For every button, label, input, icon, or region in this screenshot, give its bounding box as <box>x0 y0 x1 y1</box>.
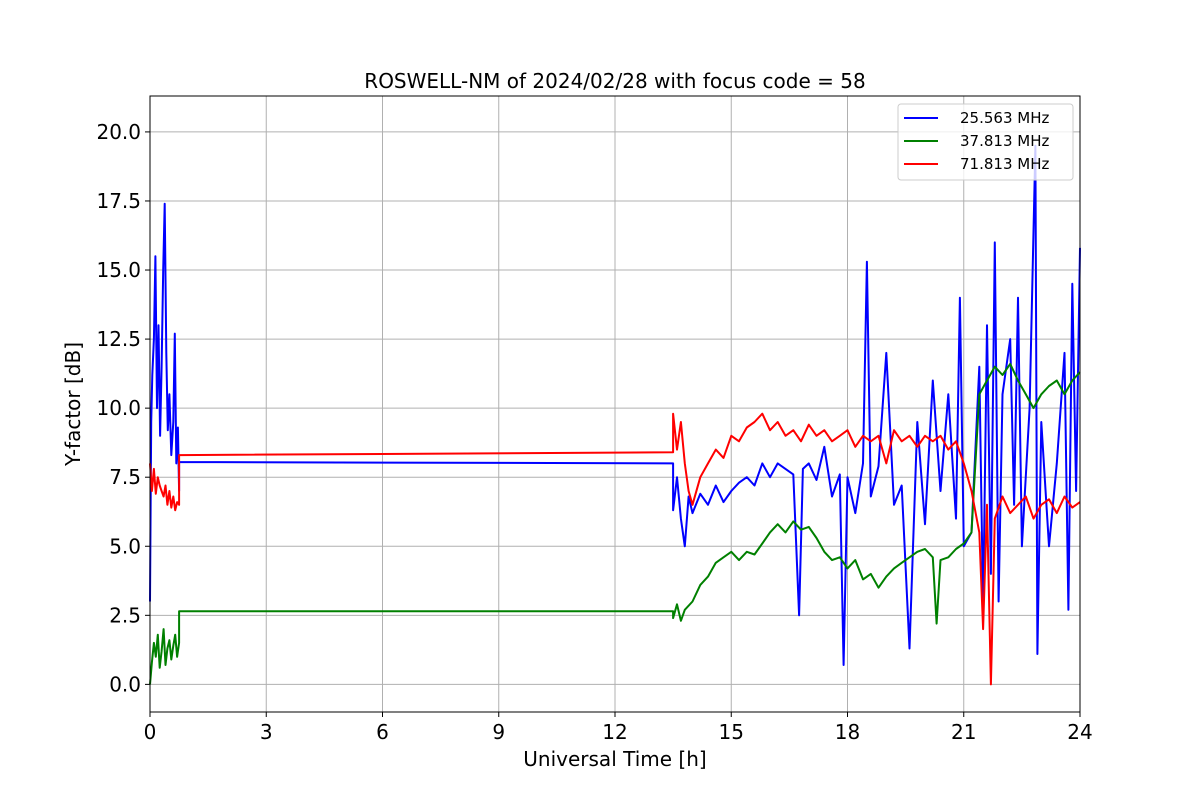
y-tick-label: 5.0 <box>109 534 141 558</box>
series-line-3 <box>149 412 1081 686</box>
legend-box <box>897 103 1074 181</box>
x-axis-title: Universal Time [h] <box>523 747 706 771</box>
y-axis-title: Y-factor [dB] <box>61 342 85 467</box>
series-line-2 <box>149 362 1081 685</box>
chart-title: ROSWELL-NM of 2024/02/28 with focus code… <box>364 69 865 93</box>
x-axis: 0 3 6 9 12 15 18 21 24 <box>144 712 1093 744</box>
legend-label: 71.813 MHz <box>960 155 1049 173</box>
x-tick-label: 9 <box>492 720 505 744</box>
x-tick-label: 0 <box>144 720 157 744</box>
y-tick-label: 2.5 <box>109 603 141 627</box>
legend: 25.563 MHz 37.813 MHz 71.813 MHz <box>897 103 1074 181</box>
y-tick-label: 17.5 <box>96 189 141 213</box>
legend-label: 37.813 MHz <box>960 132 1049 150</box>
y-axis: 0.0 2.5 5.0 7.5 10.0 12.5 15.0 17.5 20.0 <box>96 120 150 696</box>
series-layer <box>149 144 1081 686</box>
x-tick-label: 18 <box>835 720 860 744</box>
y-tick-label: 10.0 <box>96 396 141 420</box>
x-tick-label: 12 <box>602 720 627 744</box>
x-tick-label: 6 <box>376 720 389 744</box>
x-tick-label: 15 <box>719 720 744 744</box>
y-tick-label: 0.0 <box>109 672 141 696</box>
y-tick-label: 7.5 <box>109 465 141 489</box>
x-tick-label: 24 <box>1067 720 1092 744</box>
legend-label: 25.563 MHz <box>960 109 1049 127</box>
y-tick-label: 12.5 <box>96 327 141 351</box>
series-line-1 <box>149 144 1081 666</box>
x-tick-label: 21 <box>951 720 976 744</box>
y-tick-label: 15.0 <box>96 258 141 282</box>
x-tick-label: 3 <box>260 720 273 744</box>
y-tick-label: 20.0 <box>96 120 141 144</box>
